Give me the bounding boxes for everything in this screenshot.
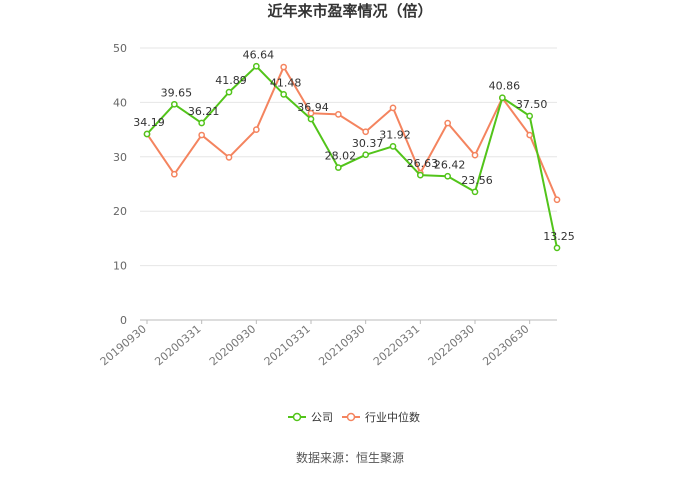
company-data-point[interactable] bbox=[143, 130, 151, 138]
industry-median-data-point[interactable] bbox=[198, 131, 206, 139]
y-tick-label: 10 bbox=[113, 260, 127, 273]
data-label: 13.25 bbox=[543, 230, 575, 243]
chart-title: 近年来市盈率情况（倍） bbox=[267, 2, 432, 20]
data-label: 36.21 bbox=[188, 105, 220, 118]
x-tick-label: 20220331 bbox=[371, 322, 422, 368]
industry-median-data-point[interactable] bbox=[252, 126, 260, 133]
legend-item[interactable]: 行业中位数 bbox=[342, 410, 420, 424]
data-label: 23.56 bbox=[461, 174, 493, 187]
legend-label: 公司 bbox=[311, 411, 333, 424]
industry-median-data-point[interactable] bbox=[225, 153, 233, 161]
y-tick-label: 50 bbox=[113, 42, 127, 55]
company-data-point[interactable] bbox=[307, 115, 315, 123]
data-label: 26.42 bbox=[434, 158, 466, 171]
industry-median-data-point[interactable] bbox=[471, 151, 479, 159]
data-label: 40.86 bbox=[489, 80, 521, 93]
x-tick-label: 20230630 bbox=[480, 322, 531, 368]
company-series-line bbox=[146, 65, 558, 249]
data-label: 37.50 bbox=[516, 98, 548, 111]
company-data-point[interactable] bbox=[389, 143, 397, 150]
industry-median-data-point[interactable] bbox=[553, 196, 561, 204]
company-data-point[interactable] bbox=[334, 164, 342, 171]
industry-median-data-point[interactable] bbox=[362, 128, 370, 136]
legend-label: 行业中位数 bbox=[365, 410, 420, 424]
x-tick-label: 20210930 bbox=[316, 322, 367, 368]
y-tick-label: 30 bbox=[113, 151, 127, 164]
industry-median-data-point[interactable] bbox=[170, 170, 178, 178]
industry-median-series-line bbox=[146, 66, 558, 201]
source-text: 数据来源：恒生聚源 bbox=[296, 450, 404, 465]
company-data-point[interactable] bbox=[362, 151, 370, 159]
x-tick-label: 20200331 bbox=[152, 322, 203, 368]
y-tick-label: 40 bbox=[113, 96, 127, 109]
x-tick-label: 20190930 bbox=[98, 322, 149, 368]
industry-median-data-point[interactable] bbox=[526, 131, 534, 139]
data-label: 46.64 bbox=[243, 48, 275, 61]
industry-median-data-point[interactable] bbox=[444, 119, 452, 127]
industry-median-data-point[interactable] bbox=[280, 63, 288, 71]
data-label: 34.19 bbox=[133, 116, 165, 129]
y-tick-label: 0 bbox=[120, 314, 127, 327]
data-label: 36.94 bbox=[297, 101, 329, 114]
x-tick-label: 20220930 bbox=[426, 322, 477, 368]
data-label: 26.63 bbox=[407, 157, 439, 170]
industry-median-data-point[interactable] bbox=[334, 111, 342, 118]
data-label: 41.89 bbox=[215, 74, 247, 87]
company-data-point[interactable] bbox=[280, 90, 288, 98]
legend-item[interactable]: 公司 bbox=[288, 411, 333, 424]
x-tick-label: 20210331 bbox=[262, 322, 313, 368]
company-data-point[interactable] bbox=[252, 62, 260, 70]
company-data-point[interactable] bbox=[553, 244, 561, 252]
data-label: 39.65 bbox=[161, 86, 193, 99]
company-data-point[interactable] bbox=[416, 171, 424, 179]
data-label: 28.02 bbox=[325, 150, 357, 163]
company-data-point[interactable] bbox=[198, 119, 206, 127]
company-data-point[interactable] bbox=[444, 172, 452, 180]
legend-swatch-marker bbox=[292, 412, 302, 422]
data-label: 31.92 bbox=[379, 128, 411, 141]
grid-layer bbox=[140, 47, 557, 321]
legend[interactable]: 公司 行业中位数 bbox=[288, 410, 420, 424]
company-data-point[interactable] bbox=[225, 88, 233, 96]
company-data-point[interactable] bbox=[498, 94, 506, 102]
legend-swatch-marker bbox=[346, 412, 356, 422]
series-layer bbox=[143, 62, 561, 252]
company-data-point[interactable] bbox=[526, 112, 534, 120]
x-tick-label: 20200930 bbox=[207, 322, 258, 368]
y-tick-label: 20 bbox=[113, 205, 127, 218]
industry-median-data-point[interactable] bbox=[389, 104, 397, 112]
company-data-point[interactable] bbox=[471, 188, 479, 196]
company-data-point[interactable] bbox=[170, 100, 178, 108]
data-label-layer: 34.19 39.65 36.21 41.89 46.64 41.48 36.94 28.02… bbox=[133, 48, 575, 243]
data-label: 41.48 bbox=[270, 76, 302, 89]
data-label: 30.37 bbox=[352, 137, 384, 150]
